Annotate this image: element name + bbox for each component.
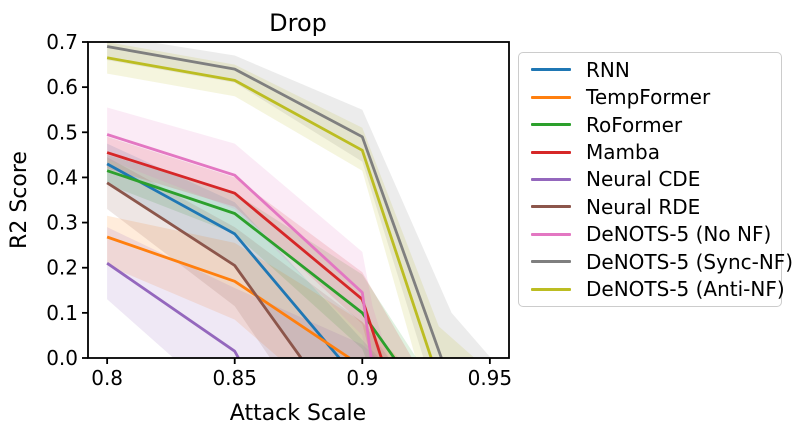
y-tick-label: 0.4 (46, 165, 78, 189)
legend-line-swatch (531, 287, 571, 291)
plot-area (106, 42, 491, 358)
x-tick-label: 0.95 (468, 366, 513, 390)
confidence-band-mamba (107, 136, 412, 358)
legend-item-label: Neural CDE (586, 167, 701, 192)
legend-item-label: DeNOTS-5 (No NF) (586, 222, 772, 247)
legend-item-label: DeNOTS-5 (Anti-NF) (586, 277, 785, 302)
series-line-denots-5-no-nf (106, 133, 373, 358)
y-tick-label: 0.1 (46, 301, 78, 325)
legend-item-denots-5-anti-nf: DeNOTS-5 (Anti-NF) (531, 276, 785, 303)
legend-item-label: TempFormer (586, 85, 711, 110)
legend-item-rnn: RNN (531, 56, 769, 83)
series-line-roformer (106, 169, 396, 358)
confidence-band-denots-5-anti-nf (107, 42, 475, 358)
series-line-neural-rde (106, 181, 303, 358)
axes-frame (87, 41, 510, 359)
series-line-mamba (106, 151, 383, 358)
legend-line-swatch (531, 232, 571, 236)
y-axis-label: R2 Score (7, 151, 32, 249)
confidence-band-denots-5-sync-nf (107, 42, 491, 358)
legend-item-mamba: Mamba (531, 139, 769, 166)
series-line-rnn (106, 162, 341, 358)
legend-line-swatch (531, 205, 571, 209)
legend-line-swatch (531, 177, 571, 181)
legend-line-swatch (531, 95, 571, 99)
confidence-band-denots-5-no-nf (107, 107, 389, 358)
legend-item-denots-5-sync-nf: DeNOTS-5 (Sync-NF) (531, 248, 793, 275)
legend-line-swatch (531, 150, 571, 154)
confidence-band-tempformer (107, 215, 399, 358)
legend-item-label: RNN (586, 57, 630, 82)
legend: RNN TempFormer RoFormer Mamba Neural CDE Neur… (518, 52, 793, 307)
y-tick-label: 0.2 (46, 256, 78, 280)
series-line-neural-cde (106, 262, 240, 358)
confidence-band-rnn (107, 143, 380, 358)
x-tick-label: 0.9 (346, 366, 378, 390)
legend-item-denots-5-no-nf: DeNOTS-5 (No NF) (531, 221, 772, 248)
series-line-denots-5-anti-nf (106, 56, 433, 358)
chart-title: Drop (269, 9, 327, 37)
legend-item-label: RoFormer (586, 112, 683, 137)
confidence-band-neural-rde (107, 157, 389, 358)
y-tick-label: 0.0 (46, 346, 78, 370)
x-tick-label: 0.8 (91, 366, 123, 390)
legend-line-swatch (531, 68, 571, 72)
y-tick-label: 0.7 (46, 30, 78, 54)
legend-line-swatch (531, 260, 571, 264)
series-line-denots-5-sync-nf (106, 45, 443, 358)
legend-item-roformer: RoFormer (531, 111, 769, 138)
y-tick-label: 0.5 (46, 120, 78, 144)
x-axis-label: Attack Scale (230, 401, 366, 426)
legend-item-label: Neural RDE (586, 194, 701, 219)
legend-item-neural-cde: Neural CDE (531, 166, 769, 193)
legend-item-label: DeNOTS-5 (Sync-NF) (586, 249, 794, 274)
y-tick-label: 0.6 (46, 75, 78, 99)
legend-item-tempformer: TempFormer (531, 84, 769, 111)
y-tick-label: 0.3 (46, 211, 78, 235)
series-line-tempformer (106, 235, 351, 358)
legend-item-label: Mamba (586, 140, 660, 165)
legend-line-swatch (531, 123, 571, 127)
legend-item-neural-rde: Neural RDE (531, 193, 769, 220)
x-tick-label: 0.85 (212, 366, 257, 390)
